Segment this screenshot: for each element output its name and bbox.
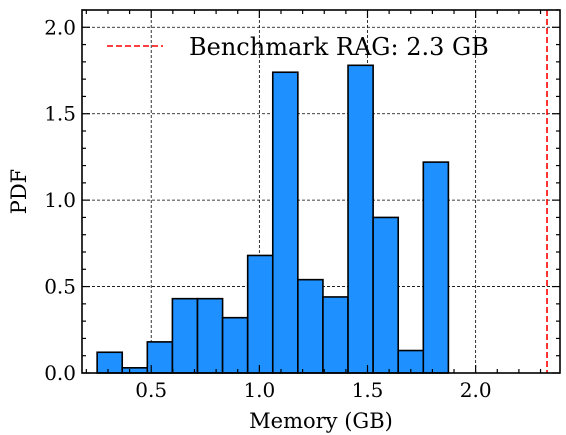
- axis-ticks: 0.5 1.0 1.5 2.0 0.0 0.5 1.0 1.5 2.0: [44, 9, 560, 402]
- histogram-bar: [347, 64, 374, 374]
- legend: Benchmark RAG: 2.3 GB: [107, 33, 489, 61]
- x-tick-label: 0.5: [135, 378, 167, 402]
- y-tick-label: 2.0: [44, 15, 76, 39]
- histogram-bars: [96, 64, 450, 374]
- histogram-bar: [196, 297, 224, 374]
- histogram-bar: [96, 351, 124, 374]
- histogram-bar: [246, 254, 274, 374]
- legend-label-reference: Benchmark RAG: 2.3 GB: [189, 33, 489, 61]
- y-tick-label: 0.5: [44, 275, 76, 299]
- x-axis-label: Memory (GB): [249, 409, 393, 433]
- histogram-bar: [297, 278, 324, 374]
- y-tick-label: 1.5: [44, 102, 76, 126]
- histogram-bar: [221, 316, 249, 374]
- histogram-bar: [322, 296, 349, 374]
- x-tick-label: 1.5: [352, 378, 384, 402]
- histogram-bar: [171, 297, 199, 374]
- y-tick-label: 1.0: [44, 188, 76, 212]
- histogram-bar: [422, 161, 450, 374]
- x-tick-label: 1.0: [243, 378, 275, 402]
- plot-frame: [81, 9, 561, 374]
- histogram-bar: [372, 216, 400, 374]
- y-tick-label: 0.0: [44, 361, 76, 385]
- y-axis-label: PDF: [7, 169, 31, 215]
- x-tick-label: 2.0: [460, 378, 492, 402]
- histogram-bar: [271, 71, 299, 374]
